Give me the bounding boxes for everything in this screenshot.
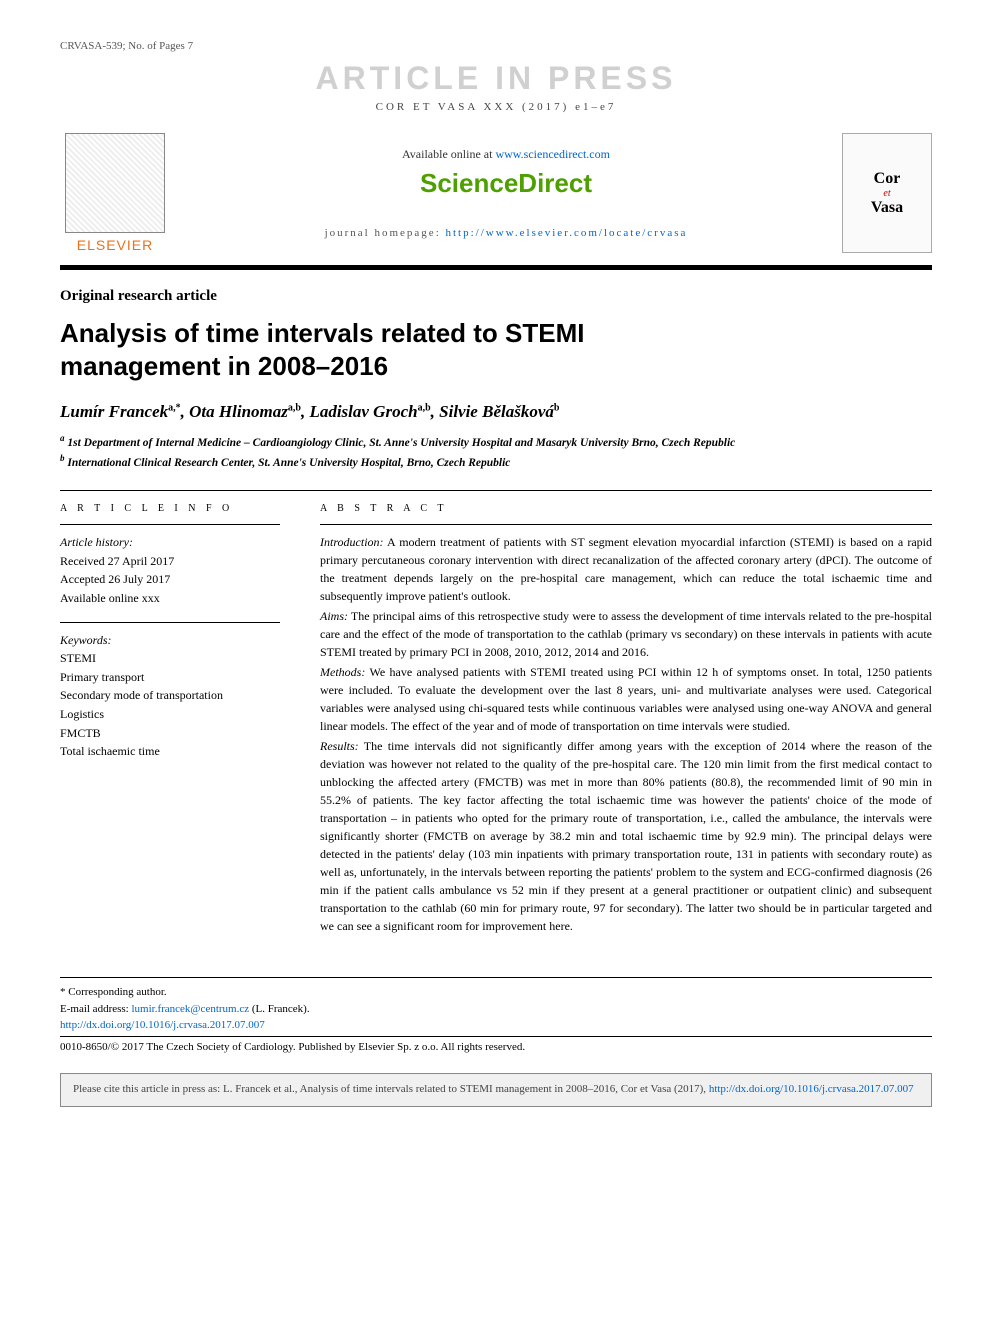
affiliation: b International Clinical Research Center… <box>60 452 932 472</box>
affiliation: a 1st Department of Internal Medicine – … <box>60 432 932 452</box>
available-online-line: Available online at www.sciencedirect.co… <box>170 147 842 162</box>
keywords-block: Keywords: STEMIPrimary transportSecondar… <box>60 622 280 761</box>
abstract-section: Results: The time intervals did not sign… <box>320 737 932 935</box>
author: Lumír Franceka,* <box>60 402 181 421</box>
citation-text: Please cite this article in press as: L.… <box>73 1083 709 1095</box>
abstract-body: Introduction: A modern treatment of pati… <box>320 524 932 935</box>
running-header: CRVASA-539; No. of Pages 7 <box>60 40 932 52</box>
corresponding-author-note: * Corresponding author. <box>60 984 932 1001</box>
author-list: Lumír Franceka,*, Ota Hlinomaza,b, Ladis… <box>60 402 932 422</box>
journal-homepage-line: journal homepage: http://www.elsevier.co… <box>170 227 842 239</box>
copyright-line: 0010-8650/© 2017 The Czech Society of Ca… <box>60 1036 932 1056</box>
author: Silvie Bělaškováb <box>439 402 559 421</box>
keyword: Primary transport <box>60 668 280 687</box>
in-press-watermark: ARTICLE IN PRESS <box>60 60 932 97</box>
masthead: ELSEVIER Available online at www.science… <box>60 133 932 270</box>
doi-link[interactable]: http://dx.doi.org/10.1016/j.crvasa.2017.… <box>60 1019 265 1031</box>
homepage-prefix: journal homepage: <box>325 227 446 239</box>
article-info-column: A R T I C L E I N F O Article history: R… <box>60 491 280 937</box>
masthead-center: Available online at www.sciencedirect.co… <box>170 147 842 239</box>
article-type: Original research article <box>60 288 932 305</box>
abstract-heading: A B S T R A C T <box>320 503 932 514</box>
elsevier-logo: ELSEVIER <box>60 133 170 253</box>
sciencedirect-wordmark: ScienceDirect <box>170 168 842 199</box>
abstract-section: Methods: We have analysed patients with … <box>320 663 932 735</box>
article-history-block: Article history: Received 27 April 2017A… <box>60 524 280 607</box>
abstract-column: A B S T R A C T Introduction: A modern t… <box>320 491 932 937</box>
history-line: Received 27 April 2017 <box>60 552 280 571</box>
author: Ota Hlinomaza,b <box>189 402 301 421</box>
article-id: CRVASA-539; No. of Pages 7 <box>60 40 193 52</box>
citation-box: Please cite this article in press as: L.… <box>60 1073 932 1106</box>
history-line: Accepted 26 July 2017 <box>60 570 280 589</box>
keyword: Secondary mode of transportation <box>60 686 280 705</box>
email-author: (L. Francek). <box>249 1003 309 1015</box>
history-label: Article history: <box>60 533 280 552</box>
keywords-label: Keywords: <box>60 631 280 650</box>
history-line: Available online xxx <box>60 589 280 608</box>
journal-homepage-link[interactable]: http://www.elsevier.com/locate/crvasa <box>446 227 688 239</box>
cover-et: et <box>883 188 890 199</box>
keyword: FMCTB <box>60 724 280 743</box>
keyword: STEMI <box>60 649 280 668</box>
author: Ladislav Grocha,b <box>309 402 430 421</box>
available-online-prefix: Available online at <box>402 147 495 161</box>
sciencedirect-link[interactable]: www.sciencedirect.com <box>495 147 610 161</box>
cover-vasa: Vasa <box>871 199 903 217</box>
article-info-heading: A R T I C L E I N F O <box>60 503 280 514</box>
abstract-section: Introduction: A modern treatment of pati… <box>320 533 932 605</box>
email-line: E-mail address: lumir.francek@centrum.cz… <box>60 1001 932 1018</box>
affiliation-list: a 1st Department of Internal Medicine – … <box>60 432 932 472</box>
journal-cover-thumb: Cor et Vasa <box>842 133 932 253</box>
cover-cor: Cor <box>874 170 901 188</box>
keyword: Total ischaemic time <box>60 742 280 761</box>
journal-reference: COR ET VASA XXX (2017) e1–e7 <box>60 101 932 113</box>
email-label: E-mail address: <box>60 1003 131 1015</box>
citation-doi-link[interactable]: http://dx.doi.org/10.1016/j.crvasa.2017.… <box>709 1083 914 1095</box>
elsevier-wordmark: ELSEVIER <box>60 237 170 253</box>
elsevier-tree-icon <box>65 133 165 233</box>
author-email-link[interactable]: lumir.francek@centrum.cz <box>131 1003 249 1015</box>
keyword: Logistics <box>60 705 280 724</box>
footnotes: * Corresponding author. E-mail address: … <box>60 977 932 1055</box>
article-title: Analysis of time intervals related to ST… <box>60 317 710 382</box>
abstract-section: Aims: The principal aims of this retrosp… <box>320 607 932 661</box>
